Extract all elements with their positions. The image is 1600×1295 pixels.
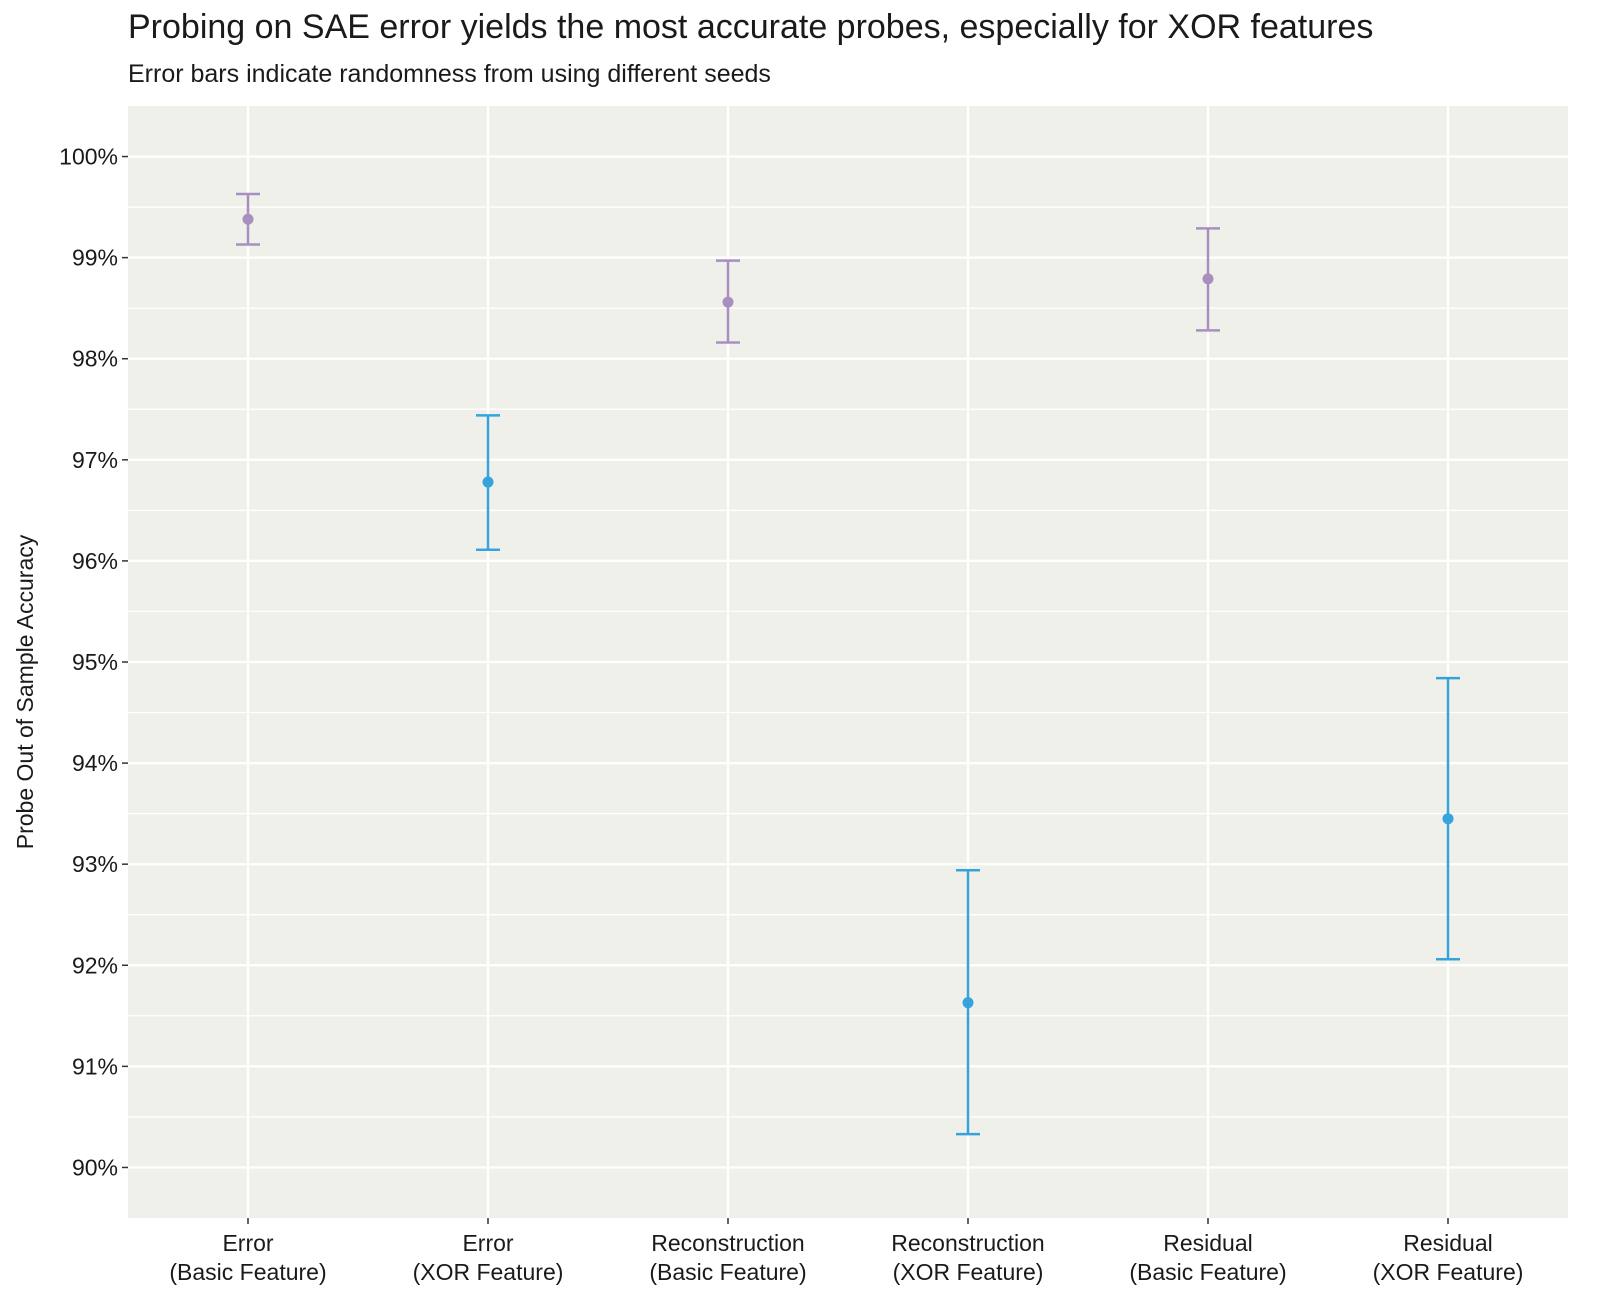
- y-tick-label: 95%: [72, 649, 118, 675]
- data-point: [1442, 813, 1454, 825]
- x-tick-label: (XOR Feature): [1373, 1259, 1524, 1285]
- y-tick-label: 96%: [72, 548, 118, 574]
- y-tick-label: 94%: [72, 750, 118, 776]
- y-tick-label: 91%: [72, 1053, 118, 1079]
- x-tick-label: Residual: [1163, 1230, 1253, 1256]
- data-point: [722, 296, 734, 308]
- x-tick-label: Reconstruction: [651, 1230, 804, 1256]
- chart-subtitle: Error bars indicate randomness from usin…: [128, 60, 771, 88]
- y-tick-label: 100%: [59, 144, 118, 170]
- x-axis: Error (Basic Feature) Error (XOR Feature) Re…: [169, 1218, 1523, 1285]
- data-point: [242, 213, 254, 225]
- y-tick-label: 99%: [72, 245, 118, 271]
- x-tick-label: Residual: [1403, 1230, 1493, 1256]
- x-tick-label: (XOR Feature): [413, 1259, 564, 1285]
- chart-title: Probing on SAE error yields the most acc…: [128, 8, 1374, 46]
- y-axis-label: Probe Out of Sample Accuracy: [12, 534, 38, 849]
- data-point: [482, 476, 494, 488]
- x-tick-label: Error: [222, 1230, 273, 1256]
- y-tick-label: 92%: [72, 952, 118, 978]
- y-tick-label: 98%: [72, 346, 118, 372]
- x-tick-label: Reconstruction: [891, 1230, 1044, 1256]
- x-tick-label: Error: [462, 1230, 513, 1256]
- data-marks: [236, 192, 1460, 1136]
- grid-major: [128, 106, 1568, 1218]
- y-axis: 90% 91% 92% 93% 94% 95% 96% 97% 98% 99% 100%: [59, 144, 128, 1180]
- x-tick-label: (Basic Feature): [649, 1259, 806, 1285]
- y-tick-label: 97%: [72, 447, 118, 473]
- x-tick-label: (XOR Feature): [893, 1259, 1044, 1285]
- y-tick-label: 90%: [72, 1154, 118, 1180]
- grid-minor: [128, 206, 1568, 1118]
- data-point: [1202, 273, 1214, 285]
- x-tick-label: (Basic Feature): [1129, 1259, 1286, 1285]
- x-tick-label: (Basic Feature): [169, 1259, 326, 1285]
- data-point: [962, 997, 974, 1009]
- y-tick-label: 93%: [72, 851, 118, 877]
